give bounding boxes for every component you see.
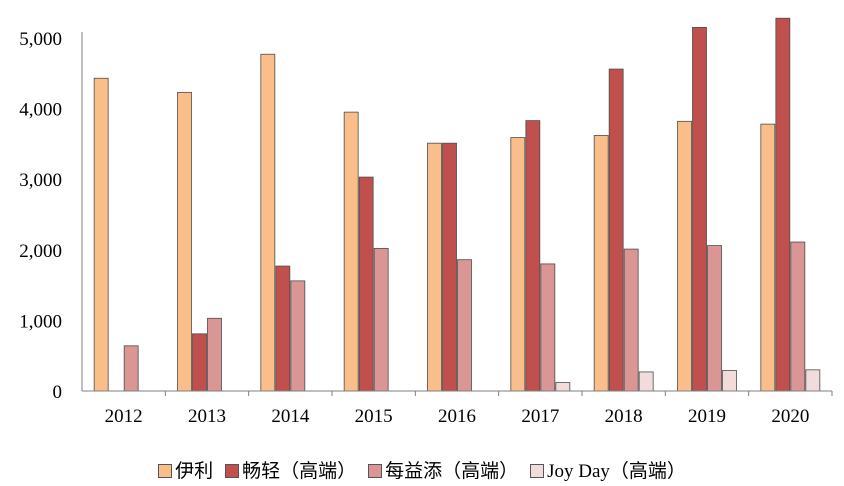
bar-0-2 <box>123 345 139 392</box>
bar-1-1 <box>192 333 207 392</box>
bar-4-0 <box>427 142 442 392</box>
bar-2-1 <box>275 265 291 392</box>
x-tick-label: 2019 <box>688 406 726 427</box>
bar-6-0 <box>593 135 609 392</box>
legend-label: Joy Day（高端） <box>547 461 686 482</box>
x-tick-label: 2020 <box>771 406 809 427</box>
bar-3-2 <box>373 247 389 392</box>
legend-label: 每益添（高端） <box>385 461 519 482</box>
legend: 伊利 畅轻（高端） 每益添（高端） Joy Day（高端） <box>0 456 844 483</box>
legend-item: Joy Day（高端） <box>530 456 686 483</box>
y-axis: 0 1,000 2,000 3,000 4,000 5,000 <box>19 29 83 403</box>
x-tick-label: 2017 <box>521 406 559 427</box>
y-tick-label: 1,000 <box>19 311 62 332</box>
x-tick-label: 2012 <box>105 406 143 427</box>
bar-8-2 <box>790 241 806 392</box>
x-tick-label: 2016 <box>438 406 476 427</box>
legend-item: 伊利 <box>158 456 213 483</box>
bar-5-0 <box>510 137 526 392</box>
bar-2-2 <box>290 280 306 392</box>
bar-1-0 <box>177 91 192 392</box>
bar-4-2 <box>457 259 472 392</box>
bar-1-2 <box>207 317 222 392</box>
bar-0-0 <box>93 77 109 392</box>
x-tick-label: 2018 <box>605 406 643 427</box>
legend-label: 畅轻（高端） <box>242 461 357 482</box>
bar-3-1 <box>358 176 374 392</box>
bar-7-0 <box>677 120 692 392</box>
bar-7-3 <box>722 370 737 392</box>
bars <box>93 17 821 392</box>
bar-2-0 <box>260 53 276 392</box>
legend-swatch <box>530 464 545 478</box>
x-tick-label: 2013 <box>188 406 226 427</box>
x-axis: 2012 2013 2014 2015 2016 2017 2018 2019 2020 <box>82 390 833 427</box>
bar-5-2 <box>540 263 556 392</box>
bar-5-3 <box>555 382 571 392</box>
bar-8-1 <box>775 17 791 392</box>
y-tick-label: 5,000 <box>19 29 62 50</box>
x-tick-label: 2014 <box>271 406 310 427</box>
bar-7-2 <box>707 245 722 392</box>
bar-3-0 <box>343 111 359 392</box>
legend-swatch <box>368 464 383 478</box>
bar-5-1 <box>525 120 541 392</box>
bar-6-3 <box>638 371 654 392</box>
y-tick-label: 3,000 <box>19 170 62 191</box>
y-tick-label: 2,000 <box>19 241 62 262</box>
bar-7-1 <box>692 27 707 392</box>
x-tick-label: 2015 <box>355 406 393 427</box>
legend-label: 伊利 <box>175 461 214 482</box>
bar-4-1 <box>442 142 457 392</box>
y-tick-label: 0 <box>53 382 63 403</box>
y-tick-label: 4,000 <box>19 100 62 121</box>
legend-item: 畅轻（高端） <box>225 456 356 483</box>
bar-8-0 <box>760 123 776 392</box>
legend-swatch <box>158 464 173 478</box>
bar-6-1 <box>608 68 624 392</box>
bar-8-3 <box>805 369 821 392</box>
legend-swatch <box>225 464 240 478</box>
bar-6-2 <box>623 248 639 392</box>
legend-item: 每益添（高端） <box>368 456 518 483</box>
